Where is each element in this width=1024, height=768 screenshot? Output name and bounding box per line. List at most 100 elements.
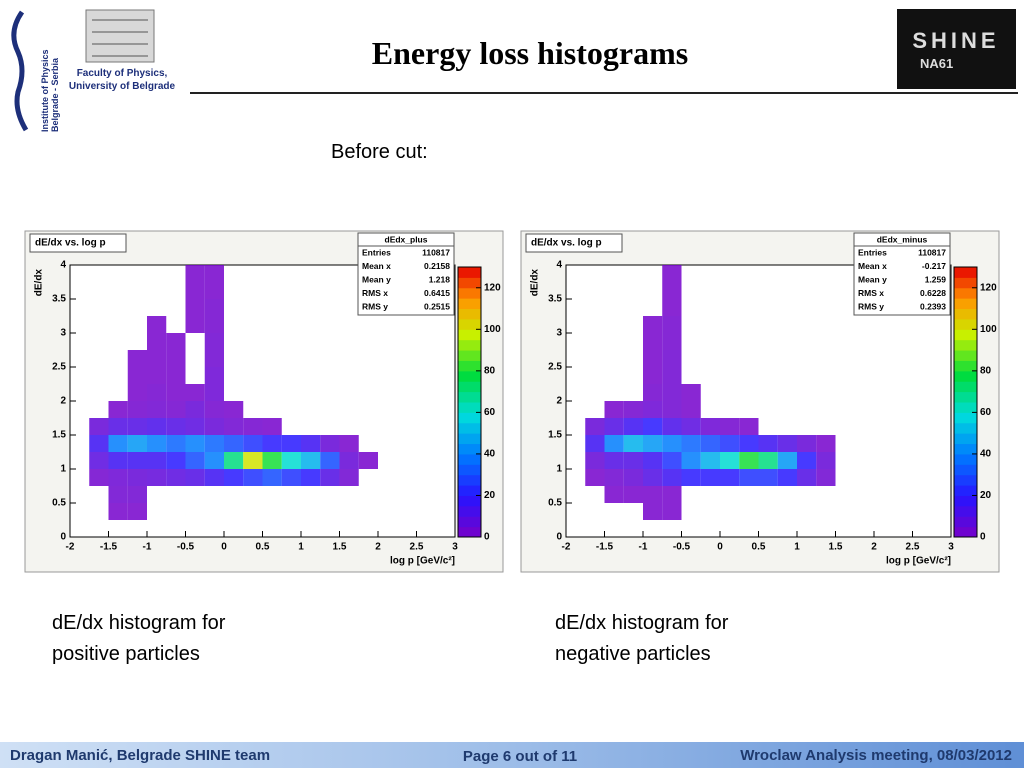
colorbar-label: 20 bbox=[980, 490, 992, 501]
stats-title: dEdx_minus bbox=[877, 234, 928, 244]
histogram-cell bbox=[758, 469, 778, 486]
histogram-cell bbox=[243, 435, 263, 452]
histogram-cell bbox=[662, 418, 682, 435]
caption: negative particles bbox=[555, 643, 711, 665]
histogram-cell bbox=[739, 469, 759, 486]
histogram-cell bbox=[643, 486, 663, 503]
histogram-cell bbox=[643, 401, 663, 418]
histogram-cell bbox=[204, 367, 224, 384]
histogram-cell bbox=[166, 367, 186, 384]
histogram-cell bbox=[662, 401, 682, 418]
stats-value: 0.6415 bbox=[424, 288, 450, 298]
stats-title: dEdx_plus bbox=[385, 234, 428, 244]
chart-title: dE/dx vs. log p bbox=[531, 238, 602, 249]
stats-value: 0.2393 bbox=[920, 301, 946, 311]
histogram-cell bbox=[681, 384, 701, 401]
colorbar-band bbox=[458, 402, 481, 413]
histogram-cell bbox=[108, 401, 128, 418]
caption: dE/dx histogram for bbox=[52, 612, 226, 634]
x-tick-label: 1.5 bbox=[333, 542, 347, 553]
caption: positive particles bbox=[52, 643, 200, 665]
stats-label: Mean y bbox=[858, 274, 887, 284]
histogram-cell bbox=[339, 469, 359, 486]
histogram-cell bbox=[681, 452, 701, 469]
histogram-cell bbox=[643, 333, 663, 350]
colorbar-band bbox=[458, 526, 481, 538]
stats-label: RMS x bbox=[362, 288, 388, 298]
colorbar-band bbox=[458, 505, 481, 517]
stats-value: 1.259 bbox=[925, 274, 947, 284]
histogram-cell bbox=[816, 469, 836, 486]
histogram-cell bbox=[320, 469, 340, 486]
stats-label: RMS x bbox=[858, 288, 884, 298]
histogram-cell bbox=[643, 469, 663, 486]
colorbar-label: 0 bbox=[484, 532, 490, 543]
histogram-cell bbox=[224, 469, 244, 486]
footer-meeting: Wroclaw Analysis meeting, 08/03/2012 bbox=[740, 747, 1012, 764]
x-tick-label: -0.5 bbox=[177, 542, 195, 553]
y-tick-label: 3 bbox=[60, 328, 66, 339]
histogram-cell bbox=[108, 435, 128, 452]
colorbar-label: 40 bbox=[980, 449, 992, 460]
stats-value: 0.2515 bbox=[424, 301, 450, 311]
y-tick-label: 0.5 bbox=[548, 498, 562, 509]
histogram-cell bbox=[89, 452, 109, 469]
histogram-cell bbox=[185, 282, 205, 299]
colorbar-band bbox=[458, 453, 481, 465]
histogram-cell bbox=[204, 384, 224, 401]
histogram-cell bbox=[320, 452, 340, 469]
footer-author: Dragan Manić, Belgrade SHINE team bbox=[10, 747, 270, 764]
histogram-cell bbox=[681, 418, 701, 435]
colorbar-label: 20 bbox=[484, 490, 496, 501]
histogram-cell bbox=[643, 350, 663, 367]
colorbar-label: 60 bbox=[484, 407, 496, 418]
histogram-cell bbox=[585, 418, 605, 435]
histogram-cell bbox=[662, 299, 682, 316]
histogram-cell bbox=[262, 418, 282, 435]
histogram-cell bbox=[147, 401, 167, 418]
x-tick-label: 2.5 bbox=[410, 542, 424, 553]
colorbar-band bbox=[954, 381, 977, 393]
colorbar-band bbox=[954, 329, 977, 341]
colorbar-label: 100 bbox=[484, 324, 501, 335]
colorbar-band bbox=[458, 360, 481, 372]
histogram-cell bbox=[108, 469, 128, 486]
colorbar-band bbox=[954, 495, 977, 507]
stats-label: Mean x bbox=[858, 261, 887, 271]
colorbar-band bbox=[458, 433, 481, 445]
y-tick-label: 1.5 bbox=[52, 430, 66, 441]
colorbar-label: 80 bbox=[980, 365, 992, 376]
histogram-cell bbox=[127, 350, 147, 367]
stats-value: 110817 bbox=[918, 247, 946, 257]
histogram-cell bbox=[681, 435, 701, 452]
histogram-cell bbox=[243, 418, 263, 435]
histogram-cell bbox=[224, 418, 244, 435]
chart-panel: -2 -1.5 -1 -0.5 0 0.5 1 1.5 2 2.5 3 0 0.5 1 1.5 2 2.5 3 3.… bbox=[520, 230, 1000, 573]
stats-value: 110817 bbox=[422, 247, 450, 257]
title-box bbox=[29, 233, 127, 253]
histogram-cell bbox=[604, 452, 624, 469]
histogram-cell bbox=[643, 316, 663, 333]
colorbar-band bbox=[954, 287, 977, 299]
histogram-cell bbox=[204, 469, 224, 486]
histogram-cell bbox=[166, 469, 186, 486]
histogram-cell bbox=[662, 503, 682, 520]
colorbar-band bbox=[954, 339, 977, 351]
histogram-cell bbox=[127, 384, 147, 401]
histogram-cell bbox=[662, 452, 682, 469]
histogram-cell bbox=[797, 452, 817, 469]
histogram-cell bbox=[224, 452, 244, 469]
x-tick-label: -1 bbox=[143, 542, 152, 553]
histogram-cell bbox=[147, 384, 167, 401]
x-tick-label: -1 bbox=[639, 542, 648, 553]
colorbar-band bbox=[954, 412, 977, 424]
histogram-cell bbox=[204, 265, 224, 282]
colorbar-band bbox=[458, 277, 481, 289]
colorbar-band bbox=[458, 339, 481, 351]
histogram-cell bbox=[643, 503, 663, 520]
histogram-cell bbox=[758, 452, 778, 469]
histogram-cell bbox=[585, 435, 605, 452]
histogram-cell bbox=[777, 435, 797, 452]
histogram-cell bbox=[185, 316, 205, 333]
histogram-cell bbox=[147, 418, 167, 435]
